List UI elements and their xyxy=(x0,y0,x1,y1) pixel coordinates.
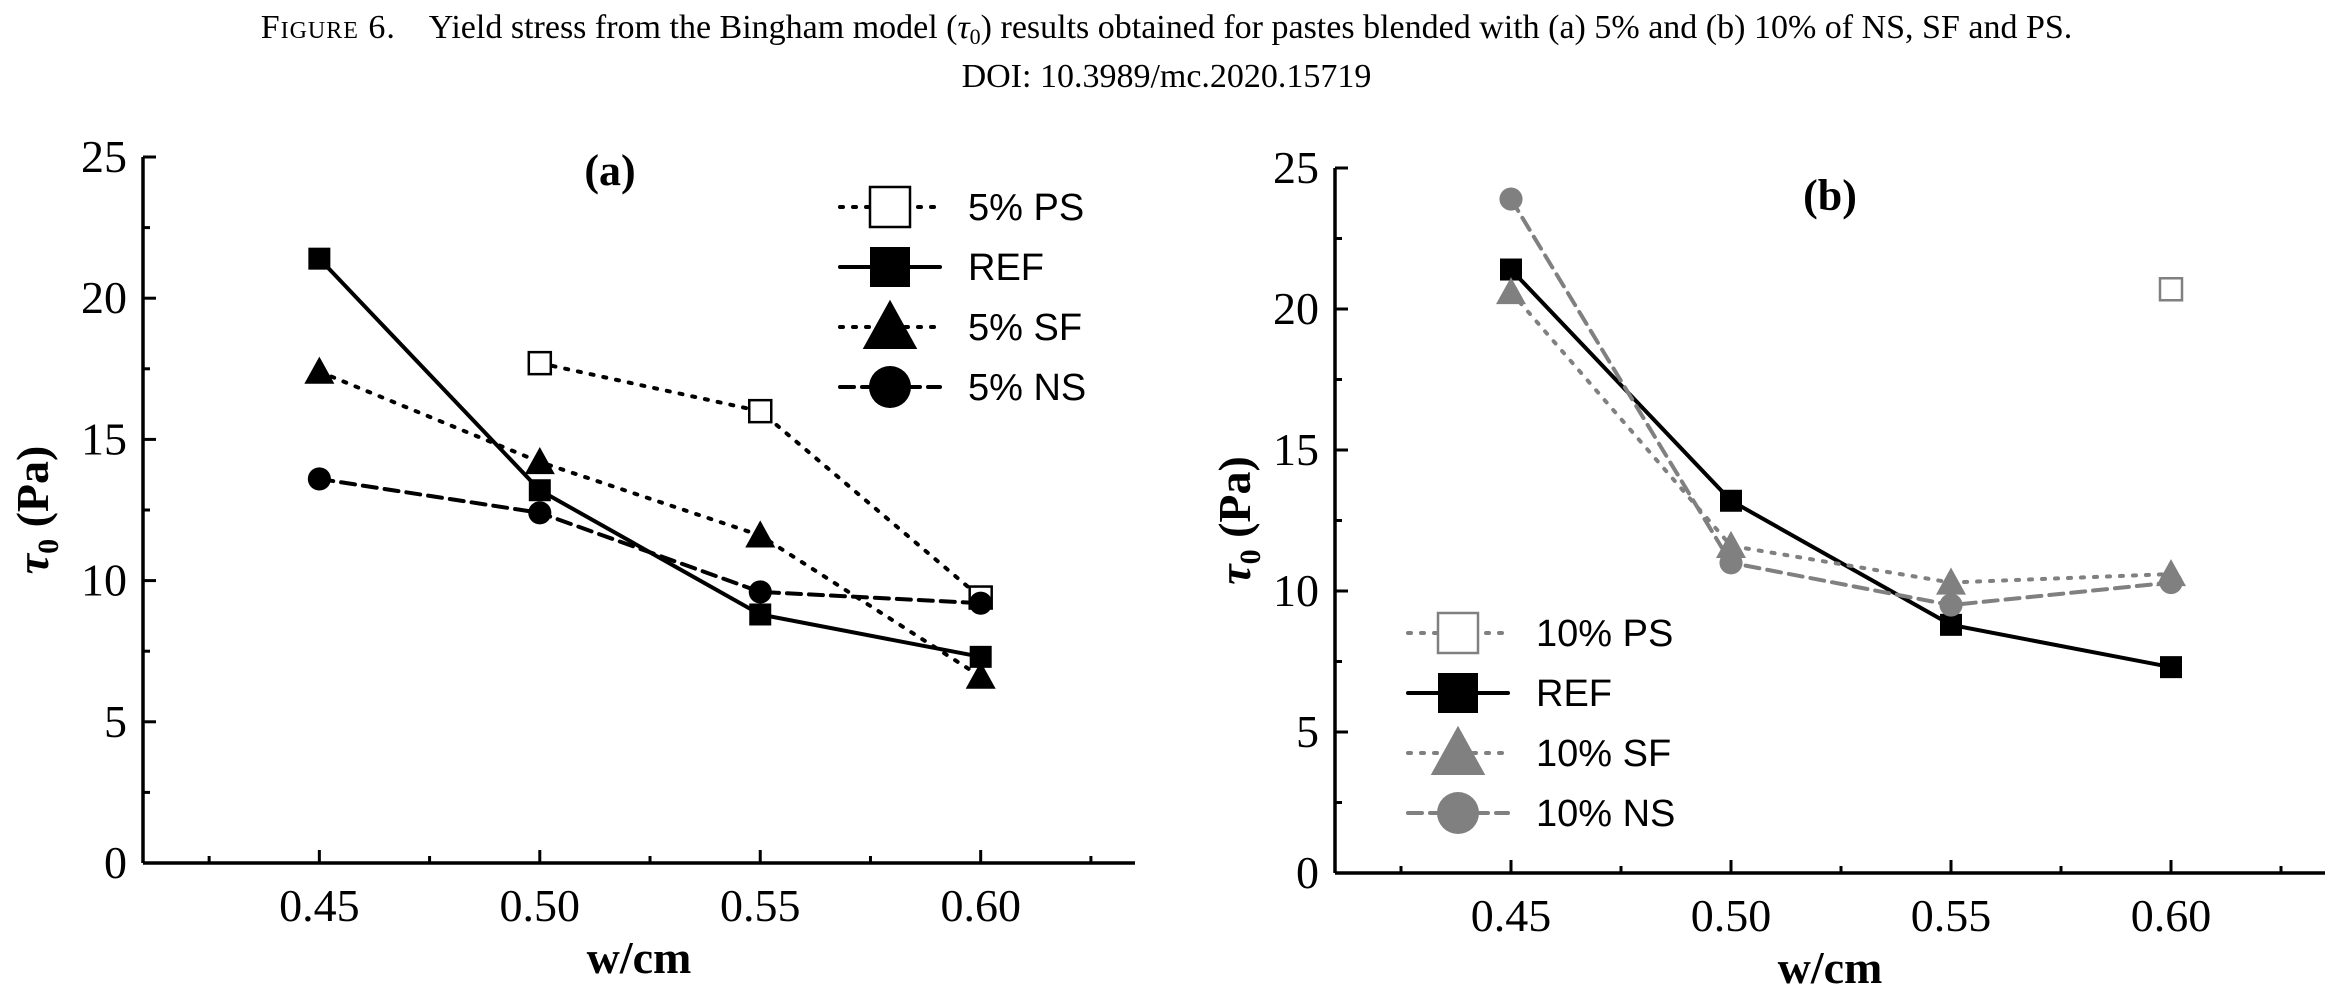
legend-marker-filled-triangle xyxy=(1430,725,1486,775)
y-tick-label: 20 xyxy=(81,272,127,323)
data-point-filled-triangle xyxy=(745,520,776,548)
panel-a: 0 5 10 15 20 25 0.45 0.50 0.55 0.60 w/cm τ0 (Pa) (a)… xyxy=(7,131,1135,983)
y-tick-label: 10 xyxy=(81,555,127,606)
x-tick-label: 0.55 xyxy=(720,880,801,931)
data-point-filled-circle xyxy=(2159,570,2183,595)
x-tick-label: 0.60 xyxy=(2131,890,2212,941)
series-0 xyxy=(527,350,993,610)
data-point-open-square xyxy=(747,398,773,424)
data-point-filled-triangle xyxy=(965,661,996,689)
y-tick-label: 0 xyxy=(1296,847,1319,898)
data-point-filled-square xyxy=(1720,489,1742,512)
data-point-filled-square xyxy=(308,247,331,270)
y-tick-label: 20 xyxy=(1273,283,1319,334)
caption-doi: DOI: 10.3989/mc.2020.15719 xyxy=(961,58,1372,95)
legend-label: 5% NS xyxy=(968,367,1086,409)
x-tick-label: 0.50 xyxy=(1691,890,1772,941)
data-point-filled-square xyxy=(2160,656,2182,679)
y-axis-title: τ0 (Pa) xyxy=(1209,456,1267,585)
y-tick-label: 25 xyxy=(81,131,127,182)
data-point-filled-square xyxy=(1500,258,1522,281)
data-point-filled-circle xyxy=(528,501,552,525)
x-axis-title: w/cm xyxy=(1778,942,1883,992)
y-tick-label: 15 xyxy=(1273,424,1319,475)
y-tick-label: 5 xyxy=(104,696,127,747)
data-point-open-square xyxy=(2158,277,2184,302)
caption-line: Figure 6. Yield stress from the Bingham … xyxy=(0,8,2333,57)
data-point-filled-circle xyxy=(1499,187,1523,211)
y-tick-label: 0 xyxy=(104,837,127,888)
legend-marker-filled-square xyxy=(1438,673,1478,713)
legend-marker-filled-square xyxy=(870,247,910,287)
series-2 xyxy=(304,356,996,689)
legend-marker-open-square xyxy=(868,185,912,229)
series-0 xyxy=(2158,277,2184,302)
data-point-open-square xyxy=(527,350,553,376)
y-tick-label: 15 xyxy=(81,413,127,464)
data-point-filled-triangle xyxy=(1495,277,1527,305)
series-line xyxy=(537,361,983,600)
series-line xyxy=(1509,290,2173,585)
series-3 xyxy=(307,467,993,615)
legend-label: REF xyxy=(1536,673,1612,715)
x-axis-title: w/cm xyxy=(587,932,692,983)
y-tick-label: 10 xyxy=(1273,565,1319,616)
legend-marker-filled-circle xyxy=(1437,792,1479,834)
figure-caption: Figure 6. Yield stress from the Bingham … xyxy=(0,8,2333,97)
y-axis-title: τ0 (Pa) xyxy=(7,446,65,575)
data-point-filled-triangle xyxy=(304,356,335,384)
x-tick-label: 0.55 xyxy=(1911,890,1992,941)
data-point-filled-circle xyxy=(307,467,331,491)
data-point-filled-circle xyxy=(969,591,993,615)
caption-text-before: Yield stress from the Bingham model ( xyxy=(428,9,958,46)
data-point-filled-triangle xyxy=(1935,567,1967,595)
legend: 10% PS REF 10% SF 10% NS xyxy=(1406,611,1675,835)
x-tick-label: 0.50 xyxy=(500,880,581,931)
legend: 5% PS REF 5% SF 5% NS xyxy=(838,185,1086,409)
caption-text-after: ) results obtained for pastes blended wi… xyxy=(980,9,2073,46)
caption-tau-symbol: τ xyxy=(957,9,970,46)
data-point-filled-triangle xyxy=(524,446,555,475)
x-tick-label: 0.60 xyxy=(940,880,1021,931)
series-3 xyxy=(1499,187,2183,617)
data-point-filled-square xyxy=(528,479,551,502)
figure-label: Figure 6. xyxy=(260,9,396,46)
series-line xyxy=(1509,197,2173,608)
data-point-filled-square xyxy=(969,645,992,668)
panel-b: 0 5 10 15 20 25 0.45 0.50 0.55 0.60 w/cm τ0 (Pa) (b)… xyxy=(1209,142,2325,992)
series-line xyxy=(317,476,983,606)
x-tick-label: 0.45 xyxy=(1471,890,1552,941)
legend-label: 5% PS xyxy=(968,187,1084,229)
series-line xyxy=(1509,267,2173,670)
series-line xyxy=(317,369,983,679)
legend-marker-open-square xyxy=(1436,611,1480,655)
x-tick-label: 0.45 xyxy=(279,880,360,931)
data-point-filled-circle xyxy=(1939,593,1963,617)
caption-tau-subscript: 0 xyxy=(969,24,981,49)
data-point-filled-circle xyxy=(1719,551,1743,575)
legend-label: 10% NS xyxy=(1536,793,1675,835)
legend-label: 10% SF xyxy=(1536,733,1671,775)
y-tick-label: 25 xyxy=(1273,142,1319,193)
data-point-filled-circle xyxy=(748,580,772,604)
panel-label: (a) xyxy=(584,146,635,195)
y-tick-label: 5 xyxy=(1296,706,1319,757)
data-point-filled-square xyxy=(749,603,772,626)
legend-marker-filled-triangle xyxy=(862,299,918,349)
data-point-filled-square xyxy=(1940,613,1962,636)
series-2 xyxy=(1495,277,2187,595)
series-1 xyxy=(1500,258,2182,679)
legend-marker-filled-circle xyxy=(869,366,911,408)
legend-label: 5% SF xyxy=(968,307,1082,349)
legend-label: REF xyxy=(968,247,1044,289)
legend-label: 10% PS xyxy=(1536,613,1673,655)
panel-label: (b) xyxy=(1803,171,1857,220)
